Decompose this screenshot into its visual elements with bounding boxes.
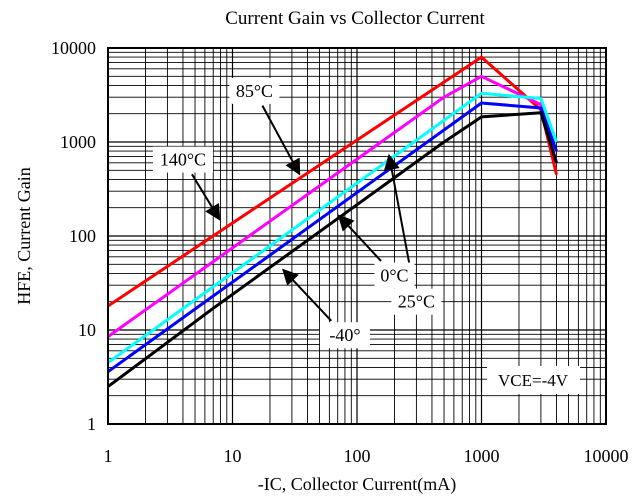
callout-arrowhead xyxy=(337,214,355,232)
condition-label: VCE=-4V xyxy=(498,371,569,390)
callout-box xyxy=(319,322,370,349)
y-tick-label: 100 xyxy=(69,226,96,246)
callout-label: 25°C xyxy=(398,292,435,312)
callout-arrowhead xyxy=(282,268,299,286)
callout-label: 85°C xyxy=(236,81,273,101)
x-tick-label: 10000 xyxy=(584,446,629,466)
x-tick-label: 10 xyxy=(224,446,242,466)
callout-box xyxy=(374,262,415,289)
plot-frame xyxy=(107,47,607,425)
y-tick-label: 1 xyxy=(87,414,96,434)
y-tick-labels: 1 10 100 1000 10000 xyxy=(51,38,96,434)
callout-arrow-shaft xyxy=(191,173,213,208)
x-tick-labels: 1 10 100 1000 10000 xyxy=(104,446,629,466)
series-line xyxy=(107,101,558,373)
callout-box xyxy=(229,77,280,104)
condition-box: VCE=-4V xyxy=(487,366,580,394)
series-line xyxy=(107,91,558,364)
callout-arrowhead xyxy=(205,203,221,221)
callout-label: 0°C xyxy=(380,266,408,286)
callout-box xyxy=(152,146,213,173)
x-tick-label: 100 xyxy=(344,446,371,466)
callout-arrow-shaft xyxy=(292,279,333,322)
callout-arrowhead xyxy=(285,157,301,176)
x-tick-label: 1000 xyxy=(464,446,500,466)
callouts: 25°C 85°C 140°C 0°C -40° xyxy=(152,77,442,349)
series-line xyxy=(107,111,558,388)
callout-arrowhead xyxy=(383,153,400,171)
x-axis-label: -IC, Collector Current(mA) xyxy=(258,474,456,495)
y-tick-label: 10 xyxy=(78,320,96,340)
callout-label: -40° xyxy=(329,325,360,345)
callout-label: 140°C xyxy=(160,150,206,170)
callout-arrow-shaft xyxy=(261,105,294,162)
chart-title: Current Gain vs Collector Current xyxy=(225,8,485,29)
series-lines xyxy=(107,55,558,388)
x-tick-label: 1 xyxy=(104,446,113,466)
callout-arrow-shaft xyxy=(347,225,382,262)
y-tick-label: 10000 xyxy=(51,38,96,58)
y-tick-label: 1000 xyxy=(60,132,96,152)
callout-box xyxy=(391,288,442,315)
y-axis-label: HFE, Current Gain xyxy=(14,167,34,304)
